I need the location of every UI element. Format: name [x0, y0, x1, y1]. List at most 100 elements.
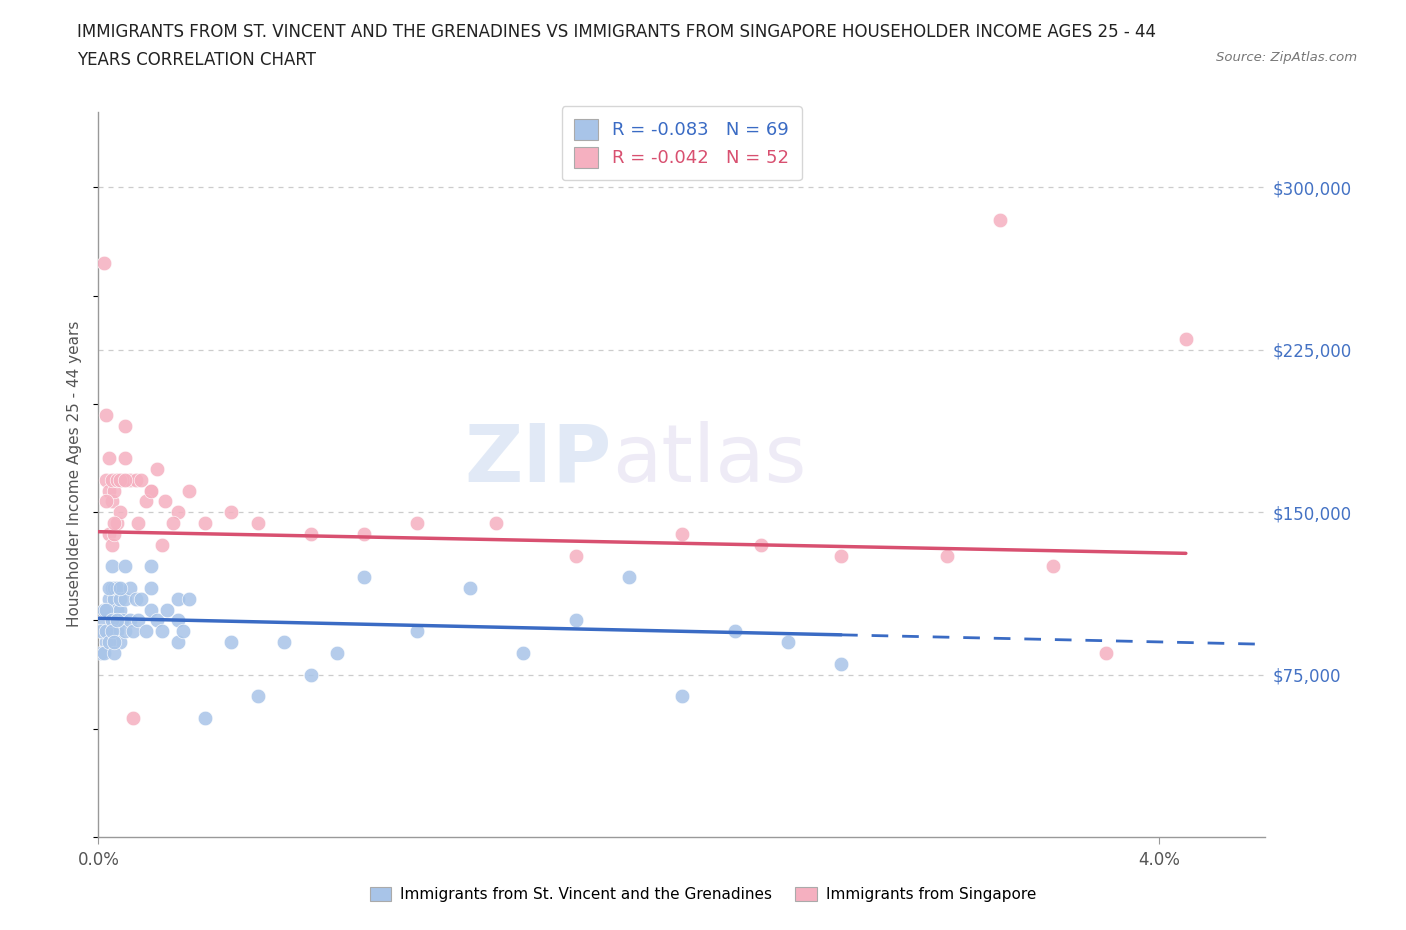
Point [246, 515, 269, 530]
Point [127, 515, 149, 530]
Point [96, 472, 118, 487]
Point [129, 591, 152, 606]
Point [103, 580, 125, 595]
Point [90, 645, 112, 660]
Point [105, 613, 128, 628]
Point [299, 526, 322, 541]
Point [565, 548, 588, 563]
Text: IMMIGRANTS FROM ST. VINCENT AND THE GRENADINES VS IMMIGRANTS FROM SINGAPORE HOUS: IMMIGRANTS FROM ST. VINCENT AND THE GREN… [77, 23, 1156, 41]
Point [98, 591, 121, 606]
Point [114, 559, 136, 574]
Point [105, 515, 128, 530]
Point [141, 559, 163, 574]
Point [111, 472, 134, 487]
Point [90, 624, 112, 639]
Point [96, 603, 118, 618]
Text: ZIP: ZIP [464, 420, 612, 498]
Point [93, 645, 115, 660]
Point [98, 624, 121, 639]
Point [246, 689, 269, 704]
Point [122, 711, 145, 725]
Point [193, 711, 215, 725]
Point [103, 515, 125, 530]
Point [100, 613, 122, 628]
Point [405, 624, 427, 639]
Point [127, 613, 149, 628]
Point [124, 591, 146, 606]
Point [96, 603, 118, 618]
Text: Source: ZipAtlas.com: Source: ZipAtlas.com [1216, 51, 1357, 64]
Point [153, 494, 176, 509]
Point [120, 580, 142, 595]
Text: YEARS CORRELATION CHART: YEARS CORRELATION CHART [77, 51, 316, 69]
Point [103, 645, 125, 660]
Point [458, 580, 481, 595]
Point [353, 526, 375, 541]
Point [150, 538, 173, 552]
Point [167, 613, 190, 628]
Point [485, 515, 508, 530]
Point [93, 603, 115, 618]
Point [98, 634, 121, 649]
Point [108, 591, 131, 606]
Point [120, 472, 142, 487]
Point [141, 580, 163, 595]
Point [936, 548, 959, 563]
Point [108, 580, 131, 595]
Point [100, 624, 122, 639]
Point [150, 624, 173, 639]
Point [114, 418, 136, 433]
Point [103, 613, 125, 628]
Point [103, 634, 125, 649]
Point [96, 494, 118, 509]
Point [156, 603, 179, 618]
Point [100, 494, 122, 509]
Point [105, 580, 128, 595]
Point [103, 483, 125, 498]
Point [96, 634, 118, 649]
Point [114, 624, 136, 639]
Point [146, 613, 169, 628]
Point [193, 515, 215, 530]
Point [830, 657, 852, 671]
Point [114, 472, 136, 487]
Point [96, 624, 118, 639]
Point [122, 624, 145, 639]
Legend: R = -0.083   N = 69, R = -0.042   N = 52: R = -0.083 N = 69, R = -0.042 N = 52 [562, 106, 801, 180]
Legend: Immigrants from St. Vincent and the Grenadines, Immigrants from Singapore: Immigrants from St. Vincent and the Gren… [364, 881, 1042, 909]
Point [1174, 331, 1197, 346]
Point [100, 559, 122, 574]
Point [103, 591, 125, 606]
Point [724, 624, 747, 639]
Y-axis label: Householder Income Ages 25 - 44 years: Householder Income Ages 25 - 44 years [67, 321, 83, 628]
Point [98, 580, 121, 595]
Point [124, 472, 146, 487]
Point [830, 548, 852, 563]
Point [108, 603, 131, 618]
Point [103, 526, 125, 541]
Point [671, 689, 693, 704]
Point [120, 613, 142, 628]
Point [512, 645, 534, 660]
Point [98, 483, 121, 498]
Point [167, 591, 190, 606]
Point [96, 407, 118, 422]
Point [100, 613, 122, 628]
Point [114, 591, 136, 606]
Point [167, 505, 190, 520]
Point [671, 526, 693, 541]
Point [108, 472, 131, 487]
Point [219, 505, 242, 520]
Point [100, 580, 122, 595]
Point [93, 256, 115, 271]
Point [114, 451, 136, 466]
Point [135, 624, 157, 639]
Point [105, 624, 128, 639]
Point [93, 613, 115, 628]
Point [751, 538, 773, 552]
Point [353, 570, 375, 585]
Point [219, 634, 242, 649]
Point [141, 483, 163, 498]
Point [105, 472, 128, 487]
Point [299, 667, 322, 682]
